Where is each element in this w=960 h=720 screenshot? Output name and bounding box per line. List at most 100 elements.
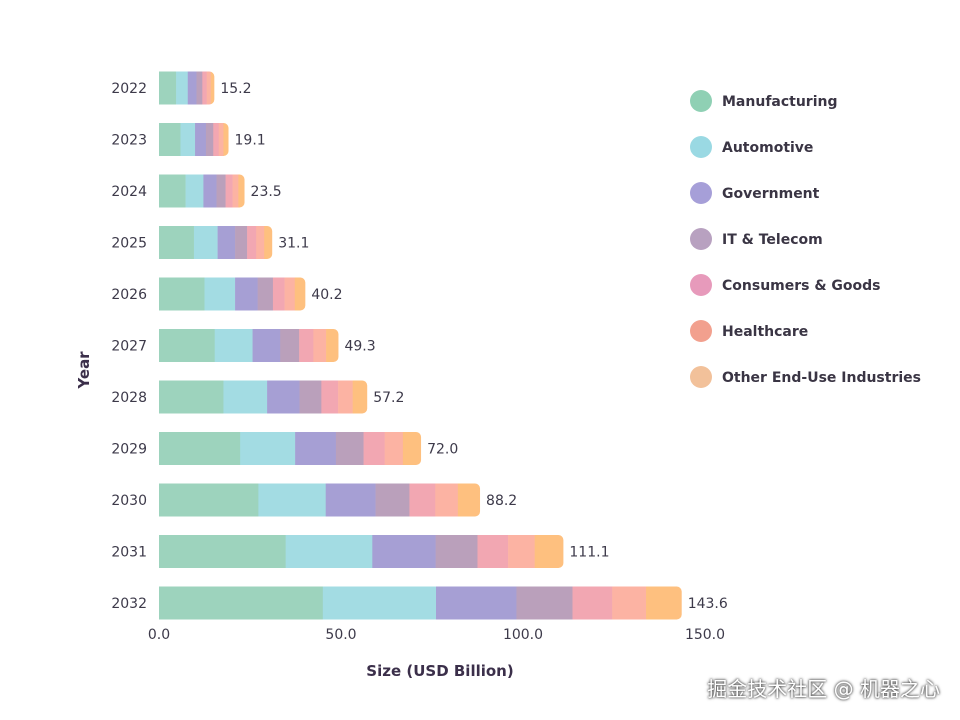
bar-segment-consumers-goods bbox=[247, 226, 257, 259]
legend-label: Automotive bbox=[722, 140, 813, 156]
data-label-total: 15.2 bbox=[220, 81, 251, 97]
bar-segment-other-end-use-industries bbox=[294, 277, 306, 311]
legend-label: Manufacturing bbox=[722, 94, 838, 110]
bar-segment-healthcare bbox=[313, 329, 327, 362]
bar-2030: 2030 88.2 bbox=[111, 483, 517, 517]
bar-segment-it-telecom bbox=[216, 174, 226, 208]
legend-swatch bbox=[690, 366, 712, 388]
bar-2032: 2032 143.6 bbox=[111, 586, 728, 620]
bar-segment-it-telecom bbox=[280, 329, 300, 362]
y-tick-label: 2023 bbox=[111, 133, 147, 149]
bar-segment-healthcare bbox=[284, 277, 296, 311]
legend: Manufacturing Automotive Government IT & Te… bbox=[690, 90, 921, 388]
legend-label: Government bbox=[722, 186, 820, 202]
bar-2023: 2023 19.1 bbox=[111, 123, 266, 156]
x-axis-title: Size (USD Billion) bbox=[366, 662, 513, 680]
bar-segment-healthcare bbox=[232, 174, 239, 208]
y-axis-title: Year bbox=[75, 351, 93, 390]
bar-2031: 2031 111.1 bbox=[111, 535, 609, 568]
y-tick-label: 2030 bbox=[111, 493, 147, 509]
bar-segment-healthcare bbox=[435, 483, 459, 517]
bar-segment-other-end-use-industries bbox=[223, 123, 229, 156]
bar-segment-it-telecom bbox=[205, 123, 214, 156]
bar-2025: 2025 31.1 bbox=[111, 226, 309, 259]
bar-segment-manufacturing bbox=[159, 432, 241, 465]
bar-2024: 2024 23.5 bbox=[111, 174, 282, 208]
data-label-total: 57.2 bbox=[373, 390, 404, 406]
bar-segment-other-end-use-industries bbox=[402, 432, 422, 465]
bar-segment-consumers-goods bbox=[202, 71, 207, 105]
bar-segment-consumers-goods bbox=[213, 123, 219, 156]
bar-segment-other-end-use-industries bbox=[326, 329, 339, 362]
bar-segment-government bbox=[325, 483, 376, 517]
data-label-total: 111.1 bbox=[569, 545, 609, 561]
x-tick-label: 0.0 bbox=[148, 627, 170, 643]
bar-2029: 2029 72.0 bbox=[111, 432, 458, 465]
data-label-total: 31.1 bbox=[278, 236, 309, 252]
bar-segment-automotive bbox=[193, 226, 218, 259]
bar-2028: 2028 57.2 bbox=[111, 380, 404, 414]
legend-item: Government bbox=[690, 182, 820, 204]
bar-segment-consumers-goods bbox=[572, 586, 613, 620]
bar-2027: 2027 49.3 bbox=[111, 329, 376, 362]
bar-segment-consumers-goods bbox=[321, 380, 339, 414]
bar-segment-other-end-use-industries bbox=[238, 174, 245, 208]
bar-segment-government bbox=[252, 329, 281, 362]
bar-segment-manufacturing bbox=[159, 586, 324, 620]
bar-segment-consumers-goods bbox=[272, 277, 285, 311]
x-tick-label: 100.0 bbox=[503, 627, 543, 643]
bar-segment-manufacturing bbox=[159, 535, 286, 568]
bar-segment-it-telecom bbox=[335, 432, 364, 465]
bar-segment-manufacturing bbox=[159, 277, 205, 311]
bar-segment-automotive bbox=[204, 277, 236, 311]
data-label-total: 23.5 bbox=[251, 184, 282, 200]
legend-swatch bbox=[690, 274, 712, 296]
bar-segment-other-end-use-industries bbox=[646, 586, 682, 620]
bar-2026: 2026 40.2 bbox=[111, 277, 342, 311]
bar-segment-automotive bbox=[180, 123, 196, 156]
data-label-total: 143.6 bbox=[688, 596, 728, 612]
bar-segment-government bbox=[436, 586, 517, 620]
bar-segment-other-end-use-industries bbox=[210, 71, 215, 105]
legend-swatch bbox=[690, 182, 712, 204]
bar-segment-government bbox=[295, 432, 337, 465]
bar-segment-manufacturing bbox=[159, 71, 177, 105]
y-tick-label: 2028 bbox=[111, 390, 147, 406]
bar-segment-manufacturing bbox=[159, 483, 259, 517]
legend-swatch bbox=[690, 90, 712, 112]
bar-segment-automotive bbox=[285, 535, 373, 568]
y-tick-label: 2025 bbox=[111, 236, 147, 252]
legend-label: Other End-Use Industries bbox=[722, 370, 921, 386]
bar-segment-other-end-use-industries bbox=[457, 483, 481, 517]
legend-swatch bbox=[690, 136, 712, 158]
bar-segment-it-telecom bbox=[257, 277, 274, 311]
bar-segment-it-telecom bbox=[435, 535, 478, 568]
bar-segment-other-end-use-industries bbox=[264, 226, 273, 259]
y-tick-label: 2031 bbox=[111, 545, 147, 561]
x-tick-label: 50.0 bbox=[325, 627, 356, 643]
bar-segment-consumers-goods bbox=[409, 483, 436, 517]
data-label-total: 19.1 bbox=[235, 133, 266, 149]
legend-item: Healthcare bbox=[690, 320, 808, 342]
bar-segment-healthcare bbox=[612, 586, 647, 620]
bar-segment-it-telecom bbox=[375, 483, 410, 517]
bar-segment-government bbox=[267, 380, 300, 414]
bar-segment-manufacturing bbox=[159, 226, 195, 259]
bar-segment-government bbox=[372, 535, 436, 568]
y-tick-label: 2022 bbox=[111, 81, 147, 97]
x-tick-label: 150.0 bbox=[685, 627, 725, 643]
bar-segment-automotive bbox=[240, 432, 296, 465]
legend-item: IT & Telecom bbox=[690, 228, 823, 250]
bar-segment-automotive bbox=[258, 483, 327, 517]
bar-segment-automotive bbox=[322, 586, 437, 620]
legend-label: IT & Telecom bbox=[722, 232, 823, 248]
bar-segment-manufacturing bbox=[159, 174, 186, 208]
bar-segment-it-telecom bbox=[196, 71, 203, 105]
y-tick-label: 2029 bbox=[111, 442, 147, 458]
bar-segment-government bbox=[187, 71, 197, 105]
bar-segment-healthcare bbox=[218, 123, 224, 156]
bars-group: 2022 15.2 2023 19.1 2024 23.5 2025 31.1 2026 40.2… bbox=[111, 71, 728, 620]
data-label-total: 72.0 bbox=[427, 442, 458, 458]
bar-segment-government bbox=[235, 277, 258, 311]
